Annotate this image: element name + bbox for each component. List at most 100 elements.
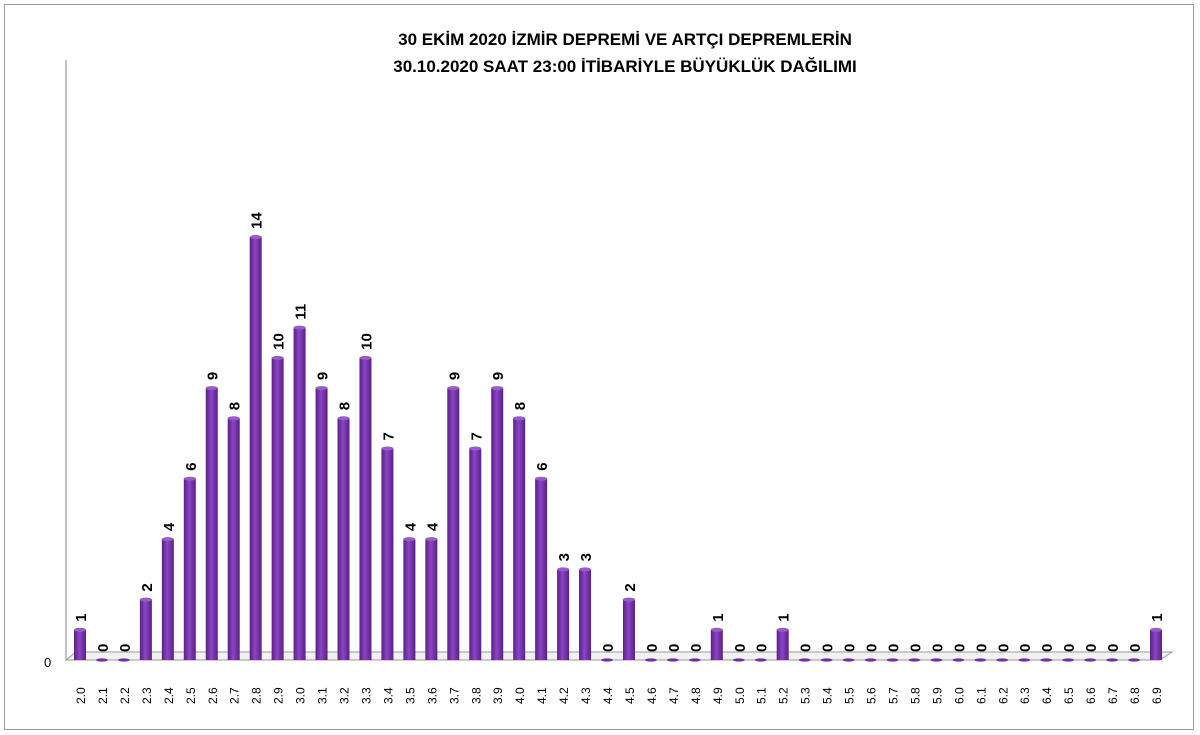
bar — [535, 478, 548, 660]
data-label: 0 — [907, 644, 924, 652]
data-label: 0 — [1083, 644, 1100, 652]
bar-top — [447, 386, 460, 391]
bar-top — [183, 476, 196, 481]
bar — [886, 658, 899, 662]
bar — [249, 237, 262, 660]
x-tick-label: 2.7 — [228, 687, 242, 704]
data-label: 0 — [1105, 644, 1122, 652]
data-label: 7 — [380, 432, 397, 440]
bar — [117, 658, 130, 662]
data-label: 9 — [315, 372, 332, 380]
bar — [205, 388, 218, 660]
bar — [491, 388, 504, 660]
x-tick-label: 5.5 — [843, 687, 857, 704]
data-label: 8 — [337, 402, 354, 410]
bar-top — [557, 567, 570, 572]
bar-top — [161, 537, 174, 542]
bar — [359, 357, 372, 660]
data-label: 1 — [73, 613, 90, 621]
bar — [227, 418, 240, 660]
bar — [732, 658, 745, 662]
bar-top — [315, 386, 328, 391]
bar — [710, 629, 723, 660]
chart-border — [4, 4, 1194, 730]
x-tick-label: 6.1 — [974, 687, 988, 704]
data-label: 0 — [820, 644, 837, 652]
bar-top — [139, 597, 152, 602]
data-label: 0 — [732, 644, 749, 652]
bar — [1106, 658, 1119, 662]
bar-top — [403, 537, 416, 542]
x-tick-label: 3.4 — [381, 687, 395, 704]
bar — [1128, 658, 1141, 662]
data-label: 0 — [688, 644, 705, 652]
x-tick-label: 4.0 — [513, 687, 527, 704]
data-label: 0 — [885, 644, 902, 652]
data-label: 0 — [117, 644, 134, 652]
x-tick-label: 4.9 — [711, 687, 725, 704]
bar — [644, 658, 657, 662]
bar — [776, 629, 789, 660]
bar — [447, 388, 460, 660]
bar — [601, 658, 614, 662]
bar — [513, 418, 526, 660]
data-label: 0 — [798, 644, 815, 652]
data-label: 0 — [864, 644, 881, 652]
x-tick-label: 5.8 — [908, 687, 922, 704]
bar — [1150, 629, 1162, 660]
x-tick-label: 6.9 — [1150, 687, 1164, 704]
data-label: 9 — [490, 372, 507, 380]
data-label: 2 — [622, 583, 639, 591]
data-label: 9 — [446, 372, 463, 380]
bar — [1062, 658, 1075, 662]
bar — [908, 658, 921, 662]
data-label: 14 — [249, 212, 266, 229]
data-label: 0 — [666, 644, 683, 652]
x-tick-label: 4.2 — [557, 687, 571, 704]
data-label: 0 — [842, 644, 859, 652]
x-tick-label: 5.4 — [821, 687, 835, 704]
x-tick-label: 2.9 — [272, 687, 286, 704]
data-label: 1 — [776, 613, 793, 621]
x-tick-label: 2.2 — [118, 687, 132, 704]
bar-top — [1150, 627, 1162, 632]
data-label: 4 — [424, 522, 441, 531]
bar-top — [622, 597, 635, 602]
data-label: 0 — [1061, 644, 1078, 652]
x-tick-label: 4.8 — [689, 687, 703, 704]
x-tick-label: 3.0 — [294, 687, 308, 704]
bar — [930, 658, 943, 662]
bar — [842, 658, 855, 662]
bar — [74, 629, 86, 660]
x-tick-label: 2.6 — [206, 687, 220, 704]
data-label: 0 — [754, 644, 771, 652]
data-label: 0 — [951, 644, 968, 652]
x-tick-label: 2.8 — [250, 687, 264, 704]
data-label: 0 — [95, 644, 112, 652]
bar-top — [271, 355, 284, 360]
bar-top — [359, 355, 372, 360]
x-tick-label: 3.2 — [338, 687, 352, 704]
x-tick-label: 6.4 — [1040, 687, 1054, 704]
bar-top — [293, 325, 306, 330]
bar — [688, 658, 701, 662]
bar-top — [535, 476, 548, 481]
bar — [403, 539, 416, 660]
x-tick-label: 6.3 — [1018, 687, 1032, 704]
bar — [293, 327, 306, 660]
x-tick-label: 6.8 — [1128, 687, 1142, 704]
data-label: 3 — [556, 553, 573, 561]
chart-title-line-2: 30.10.2020 SAAT 23:00 İTİBARİYLE BÜYÜKLÜ… — [393, 57, 857, 76]
bar — [161, 539, 174, 660]
data-label: 0 — [1127, 644, 1144, 652]
bar — [557, 569, 570, 660]
bar-top — [491, 386, 504, 391]
x-tick-label: 2.1 — [96, 687, 110, 704]
bar — [469, 448, 482, 660]
x-tick-label: 2.0 — [74, 687, 88, 704]
x-tick-label: 4.7 — [667, 687, 681, 704]
x-tick-label: 2.4 — [162, 687, 176, 704]
x-tick-label: 3.5 — [403, 687, 417, 704]
